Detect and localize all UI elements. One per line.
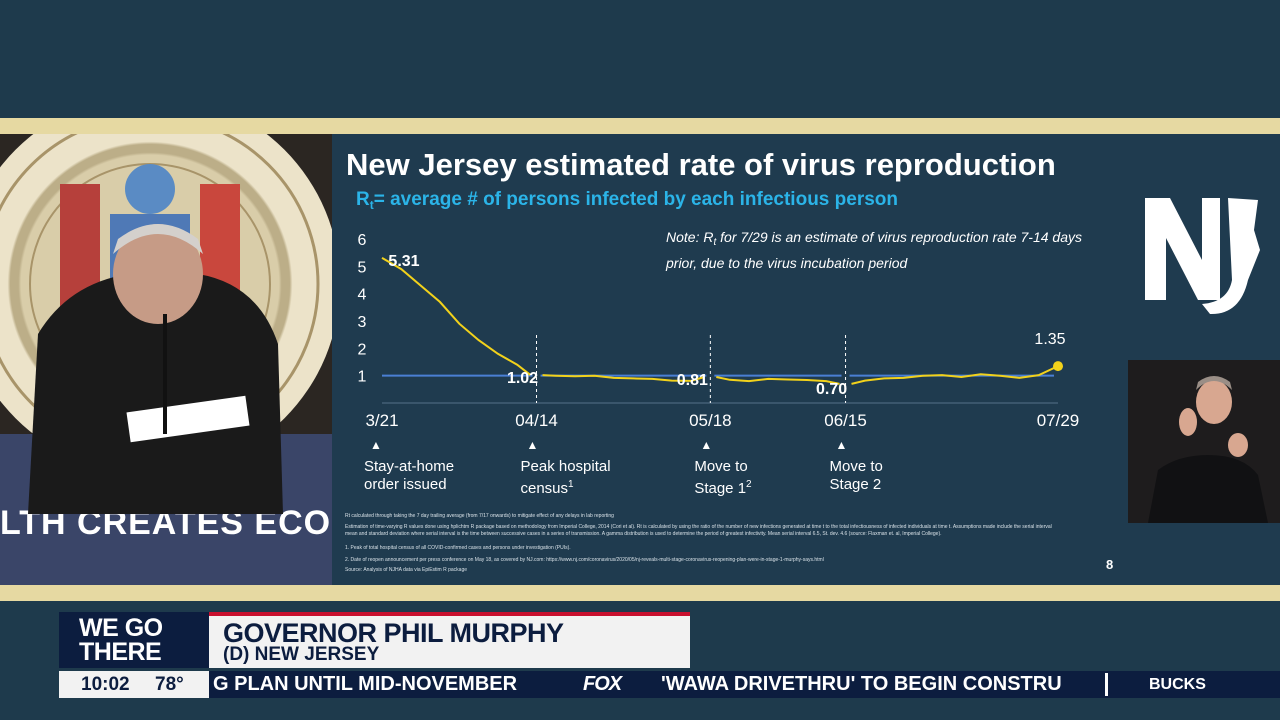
milestone-label-line: Move to <box>694 458 748 475</box>
footnote-line: Source: Analysis of NJHA data via EpiEst… <box>345 567 468 573</box>
ticker-headline-right: 'WAWA DRIVETHRU' TO BEGIN CONSTRU <box>661 673 1062 695</box>
temperature: 78° <box>155 674 184 695</box>
slide-subtitle: Rt= average # of persons infected by eac… <box>356 189 898 212</box>
y-tick-label: 6 <box>358 232 367 249</box>
latest-value-point <box>1053 361 1063 372</box>
milestone-label: ▲ Stay-at-home order issued <box>364 436 454 494</box>
fox-logo: FOX <box>583 673 622 695</box>
slide-title: New Jersey estimated rate of virus repro… <box>346 147 1056 182</box>
milestone-footnote-ref: 2 <box>746 479 752 490</box>
brand-line-1: WE GO <box>79 614 163 642</box>
milestone-label-line: Stage 12 <box>694 479 752 497</box>
y-tick-label: 3 <box>358 314 367 331</box>
subtitle-r: R <box>356 189 370 210</box>
note-text: for 7/29 is an estimate of virus reprodu… <box>666 229 1082 271</box>
rt-series-line <box>851 365 1059 385</box>
clock-time: 10:02 <box>81 674 130 695</box>
time-temperature: 10:02 78° <box>59 671 209 698</box>
y-tick-label: 4 <box>358 287 367 304</box>
speaker-title: (D) NEW JERSEY <box>223 644 380 665</box>
milestone-label: ▲ Move to Stage 2 <box>830 436 883 494</box>
data-label: 1.35 <box>1034 331 1065 348</box>
milestone-label-line: Stay-at-home <box>364 458 455 475</box>
milestone-marker-icon: ▲ <box>700 438 713 452</box>
milestone-label: ▲ Peak hospital census1 <box>521 436 611 498</box>
bottom-gold-bar <box>0 585 1280 601</box>
speaker-name: GOVERNOR PHIL MURPHY <box>223 618 564 648</box>
chart-note: Note: Rt for 7/29 is an estimate of viru… <box>666 227 1086 273</box>
x-tick-label: 04/14 <box>515 411 558 430</box>
camera-feed: LTH CREATES ECONO <box>0 134 332 585</box>
rt-series-line <box>716 376 840 385</box>
milestone-marker-icon: ▲ <box>526 438 539 452</box>
sign-language-interpreter <box>1128 360 1280 523</box>
x-tick-label: 06/15 <box>824 411 867 430</box>
data-label: 0.70 <box>816 381 847 398</box>
milestone-label-line: Move to <box>829 458 883 475</box>
rt-series-line <box>381 257 532 376</box>
news-ticker: G PLAN UNTIL MID-NOVEMBER FOX 'WAWA DRIV… <box>209 671 1280 698</box>
x-tick-label: 07/29 <box>1037 411 1080 430</box>
footnote-line: 2. Date of reopen announcement per press… <box>345 557 824 563</box>
footnote-line: mean and standard deviation where serial… <box>345 531 942 537</box>
y-tick-label: 5 <box>358 259 367 276</box>
milestone-label-line: Stage 2 <box>829 476 882 493</box>
ticker-headline-left: G PLAN UNTIL MID-NOVEMBER <box>213 673 518 695</box>
footnote-line: 1. Peak of total hospital census of all … <box>345 545 571 551</box>
milestone-label-line: census1 <box>520 479 574 497</box>
presentation-slide: New Jersey estimated rate of virus repro… <box>332 137 1127 583</box>
y-tick-label: 2 <box>358 341 367 358</box>
x-tick-label: 3/21 <box>365 411 398 430</box>
ticker-next-segment: BUCKS <box>1149 676 1206 693</box>
ticker-separator <box>1105 673 1108 696</box>
data-label: 1.02 <box>507 370 538 387</box>
we-go-there-brand: WE GO THERE <box>59 612 209 668</box>
y-tick-label: 1 <box>358 369 367 386</box>
rt-series-line <box>542 374 705 382</box>
milestone-label: ▲ Move to Stage 12 <box>694 436 751 498</box>
brand-line-2: THERE <box>79 638 162 666</box>
milestone-marker-icon: ▲ <box>370 438 382 452</box>
milestone-marker-icon: ▲ <box>835 438 848 452</box>
footnote-line: Rt calculated through taking the 7 day t… <box>345 513 614 519</box>
slide-page-number: 8 <box>1106 557 1114 572</box>
x-tick-label: 05/18 <box>689 411 732 430</box>
speaker-figure <box>28 224 283 514</box>
milestone-label-line: Peak hospital <box>520 458 611 475</box>
data-label: 0.81 <box>677 372 708 389</box>
name-plate: GOVERNOR PHIL MURPHY (D) NEW JERSEY <box>209 612 690 668</box>
subtitle-text: = average # of persons infected by each … <box>373 189 898 210</box>
rt-line-chart: 6 5 4 3 2 1 5.31 1.02 0.81 0.70 1.35 3/21 04/14 05/18… <box>358 232 1080 430</box>
milestone-footnote-ref: 1 <box>568 479 574 490</box>
data-label: 5.31 <box>388 253 419 270</box>
top-gold-bar <box>0 118 1280 134</box>
subtitle-subscript: t <box>369 198 374 212</box>
footnote-line: Estimation of time-varying R values done… <box>345 524 1052 530</box>
note-subscript: t <box>713 237 717 248</box>
nj-logo-icon <box>1145 198 1260 315</box>
milestone-label-line: order issued <box>364 476 447 493</box>
note-prefix: Note: R <box>666 229 714 245</box>
